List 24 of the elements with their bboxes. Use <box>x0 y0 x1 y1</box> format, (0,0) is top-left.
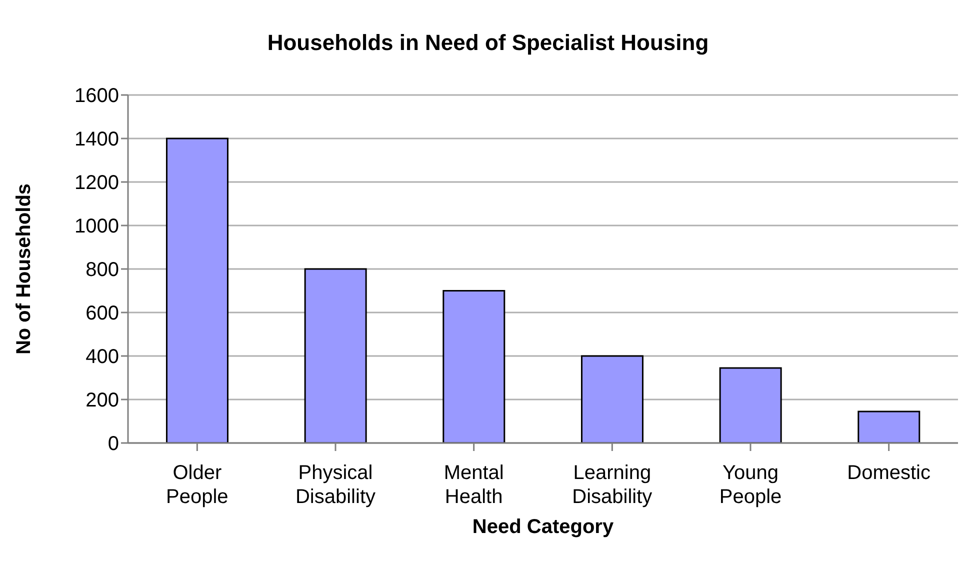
y-tick-label: 800 <box>86 259 119 282</box>
bar <box>719 367 782 443</box>
x-tick-label: Older People <box>166 462 228 508</box>
y-tick-label: 200 <box>86 390 119 412</box>
y-tick-label: 0 <box>108 433 119 456</box>
y-tick-label: 600 <box>86 302 119 325</box>
y-tick-label: 1400 <box>74 128 119 151</box>
x-tick-label: Physical Disability <box>295 462 376 508</box>
y-tick-label: 1600 <box>74 85 119 108</box>
x-tick-label: Domestic <box>847 462 931 484</box>
bar <box>304 268 367 443</box>
bar <box>442 290 506 443</box>
bar <box>580 355 644 443</box>
x-tick-label: Learning Disability <box>572 462 652 508</box>
x-tick-label: Mental Health <box>444 462 504 508</box>
y-tick-label: 1200 <box>74 172 119 194</box>
bar <box>858 410 920 443</box>
x-tick-label: Young People <box>719 462 782 508</box>
bar <box>166 138 228 443</box>
y-tick-label: 1000 <box>74 216 119 238</box>
x-axis-title: Need Category <box>472 516 614 538</box>
y-axis-title: No of Households <box>13 183 36 355</box>
y-tick-label: 400 <box>86 346 119 368</box>
chart-title: Households in Need of Specialist Housing <box>266 29 710 57</box>
